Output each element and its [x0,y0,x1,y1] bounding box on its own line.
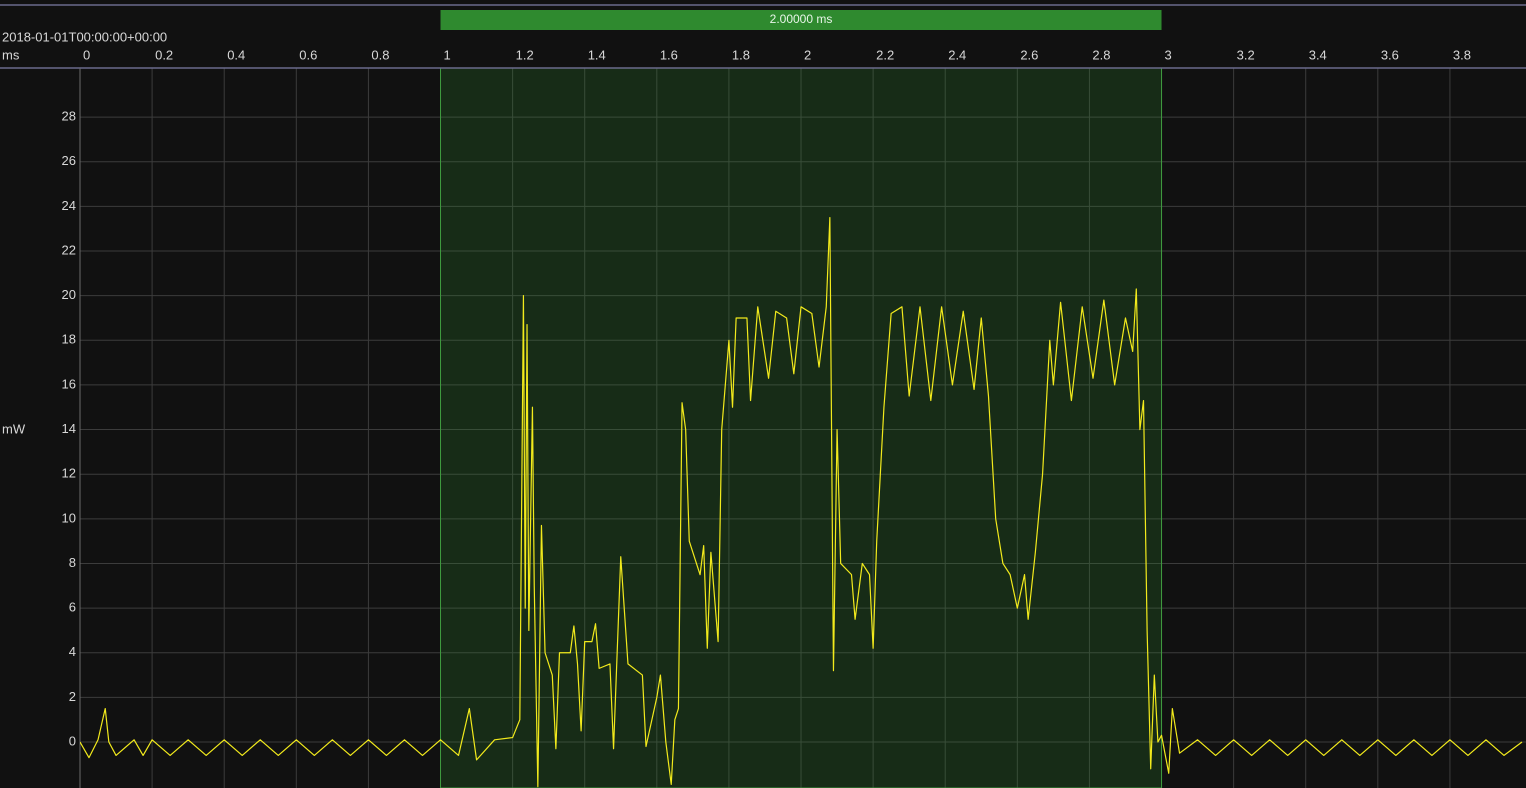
x-tick-label: 3.2 [1237,47,1255,62]
timestamp: 2018-01-01T00:00:00+00:00 [2,29,167,44]
x-tick-label: 1.6 [660,47,678,62]
y-tick-label: 6 [69,600,76,615]
trace-layer [80,216,1523,788]
x-tick-label: 2.2 [876,47,894,62]
x-tick-label: 2 [804,47,811,62]
x-tick-label: 2.4 [948,47,966,62]
x-tick-label: 1.8 [732,47,750,62]
x-tick-label: 1 [444,47,451,62]
x-tick-label: 1.2 [516,47,534,62]
y-tick-label: 28 [62,109,76,124]
labels: 0 0.2 0.4 0.6 0.8 1 1.2 1.4 1.6 1.8 2 2.2 2.4 2.6 2.8 3… [62,47,1471,748]
y-tick-label: 14 [62,421,76,436]
selection-label: 2.00000 ms [770,12,833,26]
x-tick-label: 0.6 [299,47,317,62]
power-trace [80,216,1523,788]
x-tick-label: 1.4 [588,47,606,62]
y-tick-label: 24 [62,198,76,213]
y-tick-label: 20 [62,287,76,302]
x-tick-label: 2.8 [1092,47,1110,62]
x-tick-label: 0.2 [155,47,173,62]
x-tick-label: 0 [83,47,90,62]
x-tick-label: 2.6 [1020,47,1038,62]
selection-region [440,67,1163,788]
x-axis-unit: ms [2,47,20,62]
x-tick-label: 0.4 [227,47,245,62]
x-tick-label: 3.8 [1453,47,1471,62]
y-tick-label: 0 [69,733,76,748]
x-tick-label: 3.6 [1381,47,1399,62]
selection-layer: 2.00000 ms [440,10,1163,788]
y-axis-unit: mW [2,421,26,436]
y-tick-label: 10 [62,510,76,525]
y-tick-label: 22 [62,242,76,257]
y-tick-label: 2 [69,689,76,704]
y-tick-label: 18 [62,332,76,347]
selection-header [440,10,1162,30]
y-tick-label: 12 [62,466,76,481]
x-tick-label: 3.4 [1309,47,1327,62]
x-tick-label: 0.8 [371,47,389,62]
y-tick-label: 8 [69,555,76,570]
grid [79,68,1526,788]
y-tick-label: 26 [62,153,76,168]
x-tick-label: 3 [1165,47,1172,62]
y-tick-label: 16 [62,376,76,391]
y-tick-label: 4 [69,644,76,659]
